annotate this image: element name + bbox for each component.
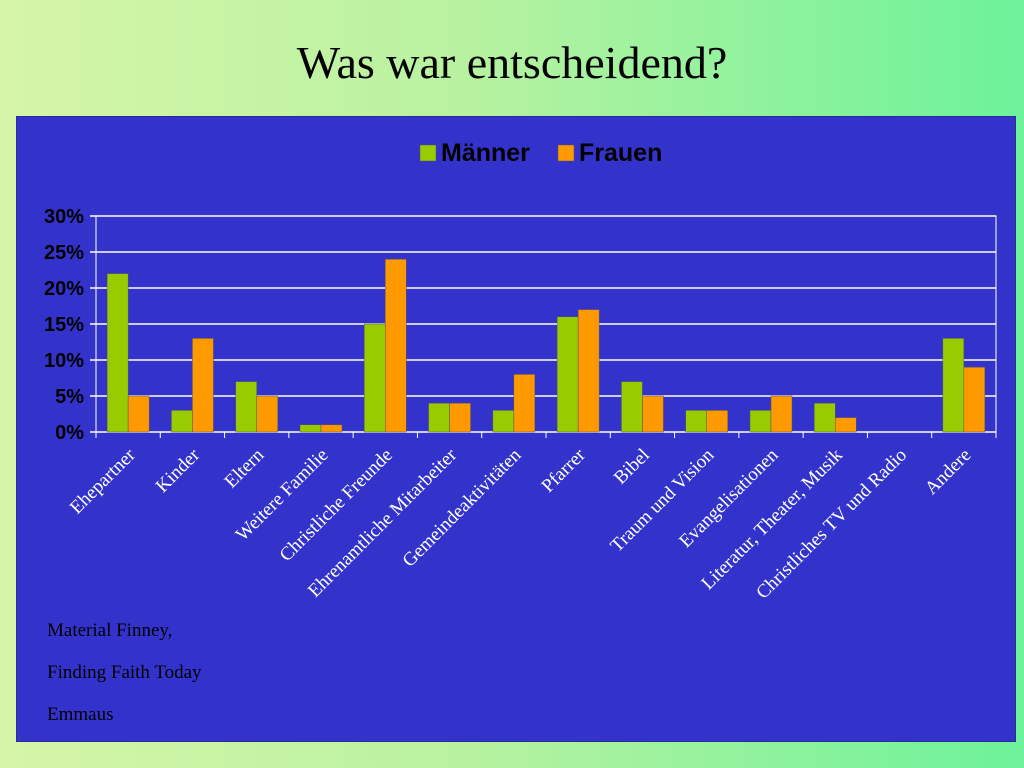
legend-swatch-frauen xyxy=(557,144,575,162)
legend-label: Männer xyxy=(441,139,530,167)
y-tick-label: 20% xyxy=(44,278,84,300)
bar-frauen xyxy=(256,395,278,433)
bar-maenner xyxy=(685,410,707,433)
bar-maenner xyxy=(942,338,965,433)
y-tick-label: 30% xyxy=(44,206,84,228)
slide-title: Was war entscheidend? xyxy=(296,37,728,88)
bar-frauen xyxy=(835,417,857,433)
bar-maenner xyxy=(621,381,643,433)
bar-maenner xyxy=(235,381,257,433)
x-category-label: Ehepartner xyxy=(66,444,140,518)
source-notes: Material Finney, Finding Faith Today Emm… xyxy=(47,621,202,747)
bar-maenner xyxy=(749,410,772,433)
bar-frauen xyxy=(963,366,986,433)
bar-frauen xyxy=(770,395,793,433)
bar-chart: 0% 5% 10% 15% 20% 25% 30% Ehepartner Kinder Elter… xyxy=(44,139,997,603)
bar-frauen xyxy=(449,402,471,433)
y-tick-label: 15% xyxy=(44,314,84,336)
legend-label: Frauen xyxy=(579,139,662,167)
bar-frauen xyxy=(320,424,343,433)
bar-maenner xyxy=(171,410,193,433)
source-note-line: Material Finney, xyxy=(47,620,173,641)
bar-maenner xyxy=(814,402,836,433)
bar-frauen xyxy=(385,258,407,433)
legend-swatch-maenner xyxy=(419,144,437,162)
bar-frauen xyxy=(577,309,600,433)
bar-maenner xyxy=(428,402,450,433)
bar-frauen xyxy=(513,374,536,433)
chart-panel: 0% 5% 10% 15% 20% 25% 30% Ehepartner Kinder Elter… xyxy=(16,116,1016,742)
y-tick-label: 0% xyxy=(55,422,84,444)
bar-frauen xyxy=(642,395,664,433)
x-category-label: Pfarrer xyxy=(538,444,591,497)
bar-maenner xyxy=(106,273,129,433)
x-category-label: Gemeindeaktivitäten xyxy=(399,444,526,571)
bar-maenner xyxy=(364,323,386,433)
x-category-label: Bibel xyxy=(610,445,654,489)
source-note-line: Emmaus xyxy=(47,704,114,725)
x-category-label: Kinder xyxy=(152,444,205,497)
bar-frauen xyxy=(706,410,728,433)
bar-maenner xyxy=(556,316,579,433)
y-tick-label: 5% xyxy=(55,386,84,408)
x-category-label: Christliche Freunde xyxy=(276,445,397,566)
x-category-label: Eltern xyxy=(221,444,269,492)
y-tick-label: 25% xyxy=(44,242,84,264)
bar-frauen xyxy=(127,395,150,433)
x-category-label: Andere xyxy=(921,445,975,499)
source-note-line: Finding Faith Today xyxy=(47,662,202,683)
bar-maenner xyxy=(299,424,322,433)
bar-frauen xyxy=(192,338,214,433)
y-tick-label: 10% xyxy=(44,350,84,372)
bar-maenner xyxy=(492,410,515,433)
